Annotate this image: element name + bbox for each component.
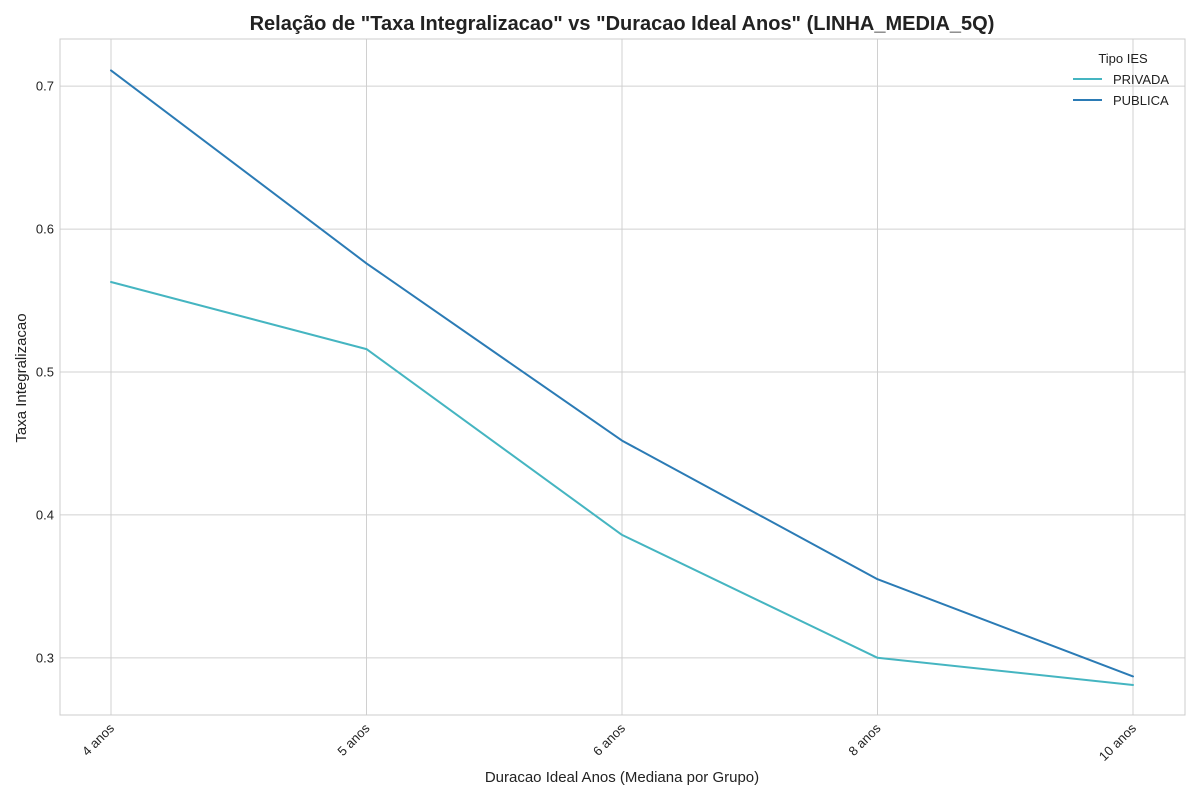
legend-label-privada: PRIVADA xyxy=(1113,72,1169,87)
y-tick-label: 0.6 xyxy=(36,222,54,237)
grid-lines xyxy=(60,39,1185,715)
plot-area-frame xyxy=(59,38,1186,716)
y-tick-label: 0.4 xyxy=(36,507,54,522)
chart-title: Relação de "Taxa Integralizacao" vs "Dur… xyxy=(250,13,995,35)
series-line-publica xyxy=(110,69,1134,678)
series-lines xyxy=(110,69,1134,686)
y-tick-label: 0.3 xyxy=(36,650,54,665)
y-axis-label: Taxa Integralizacao xyxy=(13,313,30,442)
y-tick-label: 0.5 xyxy=(36,364,54,379)
legend: Tipo IES PRIVADA PUBLICA xyxy=(1073,51,1169,108)
legend-title: Tipo IES xyxy=(1098,51,1148,66)
x-axis-label: Duracao Ideal Anos (Mediana por Grupo) xyxy=(485,769,759,786)
y-tick-label: 0.7 xyxy=(36,79,54,94)
legend-label-publica: PUBLICA xyxy=(1113,93,1169,108)
legend-items: PRIVADA PUBLICA xyxy=(1073,72,1169,108)
series-line-privada xyxy=(110,281,1134,686)
